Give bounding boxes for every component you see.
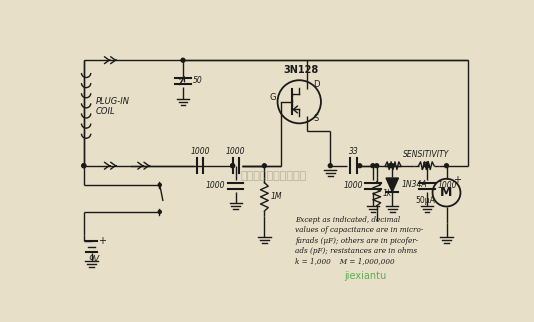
Circle shape [158, 184, 161, 186]
Text: D: D [313, 80, 320, 89]
Circle shape [231, 164, 234, 168]
Text: Except as indicated, decimal
values of capacitance are in micro-
farads (μF); ot: Except as indicated, decimal values of c… [295, 216, 424, 265]
Circle shape [358, 164, 362, 168]
Circle shape [371, 164, 375, 168]
Text: 1000: 1000 [226, 147, 246, 156]
Text: 50: 50 [193, 77, 203, 85]
Circle shape [425, 164, 429, 168]
Text: 3N128: 3N128 [283, 64, 318, 74]
Circle shape [328, 164, 332, 168]
Text: M: M [441, 186, 453, 199]
Text: +: + [99, 236, 106, 246]
Text: 9V: 9V [88, 255, 99, 264]
Text: S: S [313, 114, 318, 123]
Text: 1k: 1k [383, 189, 392, 198]
Circle shape [262, 164, 266, 168]
Text: PLUG-IN
COIL: PLUG-IN COIL [96, 97, 129, 116]
Text: +: + [453, 175, 460, 185]
Text: G: G [270, 93, 276, 102]
Circle shape [390, 164, 394, 168]
Text: jiexiantu: jiexiantu [344, 271, 386, 281]
Text: 1M: 1M [271, 192, 282, 201]
Circle shape [82, 164, 86, 168]
Circle shape [445, 164, 449, 168]
Text: 1000: 1000 [437, 181, 457, 190]
Text: SENSITIVITY: SENSITIVITY [403, 150, 450, 159]
Text: 33: 33 [349, 147, 358, 156]
Text: 1000: 1000 [190, 147, 210, 156]
Text: 1000: 1000 [343, 181, 363, 190]
Polygon shape [386, 178, 398, 192]
Text: 1000: 1000 [206, 181, 226, 190]
Circle shape [158, 210, 161, 213]
Text: 50μA: 50μA [415, 196, 435, 205]
Circle shape [388, 164, 392, 168]
Text: 1N34A: 1N34A [402, 180, 427, 189]
Circle shape [375, 164, 379, 168]
Circle shape [181, 58, 185, 62]
Circle shape [82, 164, 86, 168]
Circle shape [231, 164, 234, 168]
Text: 杭州特睿科技有限公司: 杭州特睿科技有限公司 [240, 171, 307, 181]
